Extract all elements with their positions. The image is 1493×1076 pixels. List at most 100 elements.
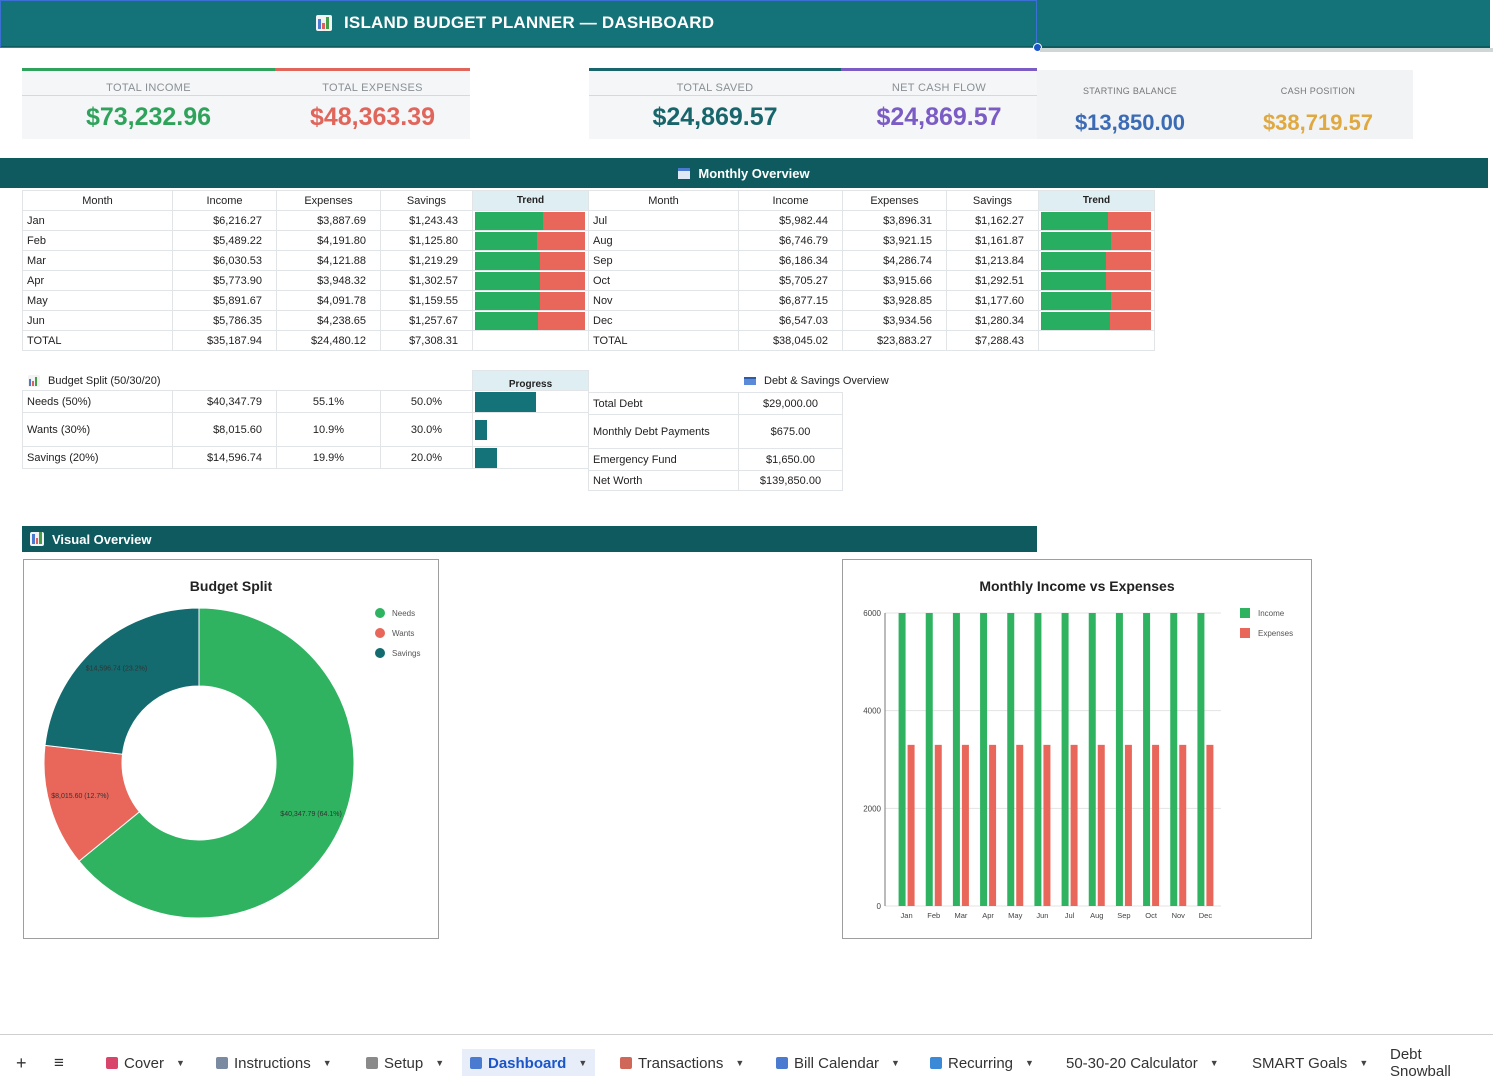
bar-income-sep[interactable]: [1115, 613, 1123, 906]
savings-cell[interactable]: $1,162.27: [946, 210, 1039, 231]
expenses-cell[interactable]: $4,121.88: [276, 250, 381, 271]
bar-income-jan[interactable]: [898, 613, 906, 906]
chevron-down-icon[interactable]: ▼: [322, 1058, 332, 1068]
expenses-cell[interactable]: $3,948.32: [276, 270, 381, 291]
trend-cell[interactable]: [1038, 230, 1155, 251]
expenses-cell[interactable]: $3,928.85: [842, 290, 947, 311]
target-percent-cell[interactable]: 50.0%: [380, 390, 473, 413]
target-percent-cell[interactable]: 20.0%: [380, 446, 473, 469]
sheet-tab-setup[interactable]: Setup ▼: [358, 1049, 452, 1076]
savings-cell[interactable]: $1,177.60: [946, 290, 1039, 311]
income-cell[interactable]: $6,746.79: [738, 230, 843, 251]
month-cell[interactable]: Aug: [588, 230, 739, 251]
savings-cell[interactable]: $1,292.51: [946, 270, 1039, 291]
bar-expenses-nov[interactable]: [1179, 744, 1187, 906]
sheet-tab-instructions[interactable]: Instructions ▼: [208, 1049, 340, 1076]
savings-cell[interactable]: $1,159.55: [380, 290, 473, 311]
sheet-tab-cover[interactable]: Cover ▼: [98, 1049, 193, 1076]
bar-expenses-apr[interactable]: [989, 744, 997, 906]
budget-split-chart[interactable]: Budget Split $40,347.79 (64.1%) $8,015.60…: [23, 559, 439, 939]
category-cell[interactable]: Savings (20%): [22, 446, 173, 469]
bar-income-aug[interactable]: [1088, 613, 1096, 906]
empty-cell[interactable]: [1038, 330, 1155, 351]
actual-percent-cell[interactable]: 19.9%: [276, 446, 381, 469]
trend-cell[interactable]: [1038, 310, 1155, 331]
total-label[interactable]: TOTAL: [22, 330, 173, 351]
total-income-cell[interactable]: $38,045.02: [738, 330, 843, 351]
savings-cell[interactable]: $1,243.43: [380, 210, 473, 231]
bar-expenses-dec[interactable]: [1206, 744, 1214, 906]
month-cell[interactable]: Oct: [588, 270, 739, 291]
savings-cell[interactable]: $1,257.67: [380, 310, 473, 331]
income-vs-expenses-chart[interactable]: Monthly Income vs Expenses 0 2000 4000 6000…: [842, 559, 1312, 939]
actual-percent-cell[interactable]: 55.1%: [276, 390, 381, 413]
expenses-cell[interactable]: $4,286.74: [842, 250, 947, 271]
bar-expenses-oct[interactable]: [1152, 744, 1160, 906]
chevron-down-icon[interactable]: ▼: [1359, 1058, 1369, 1068]
debt-label-cell[interactable]: Total Debt: [588, 392, 739, 415]
progress-cell[interactable]: [472, 412, 589, 447]
sheet-tab-bill-calendar[interactable]: Bill Calendar ▼: [768, 1049, 908, 1076]
bar-income-oct[interactable]: [1143, 613, 1151, 906]
month-cell[interactable]: Jan: [22, 210, 173, 231]
empty-cell[interactable]: [277, 371, 381, 391]
expenses-cell[interactable]: $4,091.78: [276, 290, 381, 311]
trend-cell[interactable]: [1038, 250, 1155, 271]
bar-income-jul[interactable]: [1061, 613, 1069, 906]
chevron-down-icon[interactable]: ▼: [578, 1058, 588, 1068]
income-cell[interactable]: $6,030.53: [172, 250, 277, 271]
total-savings-cell[interactable]: $7,308.31: [380, 330, 473, 351]
total-expenses-cell[interactable]: $23,883.27: [842, 330, 947, 351]
trend-cell[interactable]: [472, 290, 589, 311]
slice-savings[interactable]: [44, 607, 200, 755]
bar-income-feb[interactable]: [925, 613, 933, 906]
month-cell[interactable]: Mar: [22, 250, 173, 271]
trend-cell[interactable]: [1038, 210, 1155, 231]
sheet-tab-transactions[interactable]: Transactions ▼: [612, 1049, 752, 1076]
trend-cell[interactable]: [1038, 270, 1155, 291]
expenses-cell[interactable]: $3,887.69: [276, 210, 381, 231]
debt-value-cell[interactable]: $1,650.00: [738, 448, 843, 471]
total-savings-cell[interactable]: $7,288.43: [946, 330, 1039, 351]
month-cell[interactable]: Apr: [22, 270, 173, 291]
all-sheets-menu-icon[interactable]: ≡: [54, 1053, 64, 1072]
expenses-cell[interactable]: $3,915.66: [842, 270, 947, 291]
sheet-tab-dashboard[interactable]: Dashboard ▼: [462, 1049, 596, 1076]
expenses-cell[interactable]: $4,191.80: [276, 230, 381, 251]
income-cell[interactable]: $6,216.27: [172, 210, 277, 231]
empty-cell[interactable]: [381, 371, 473, 391]
total-expenses-cell[interactable]: $24,480.12: [276, 330, 381, 351]
savings-cell[interactable]: $1,161.87: [946, 230, 1039, 251]
month-cell[interactable]: Jul: [588, 210, 739, 231]
selection-handle[interactable]: [1033, 43, 1042, 52]
empty-cell[interactable]: [23, 371, 173, 391]
income-cell[interactable]: $6,877.15: [738, 290, 843, 311]
trend-cell[interactable]: [472, 250, 589, 271]
month-cell[interactable]: Dec: [588, 310, 739, 331]
target-percent-cell[interactable]: 30.0%: [380, 412, 473, 447]
chevron-down-icon[interactable]: ▼: [1025, 1058, 1034, 1068]
amount-cell[interactable]: $14,596.74: [172, 446, 277, 469]
bar-income-dec[interactable]: [1197, 613, 1205, 906]
chevron-down-icon[interactable]: ▼: [735, 1058, 745, 1068]
savings-cell[interactable]: $1,302.57: [380, 270, 473, 291]
sheet-tab-smart-goals[interactable]: SMART Goals ▼: [1244, 1049, 1376, 1076]
add-sheet-button[interactable]: +: [16, 1052, 27, 1073]
bar-expenses-jul[interactable]: [1070, 744, 1078, 906]
bar-expenses-aug[interactable]: [1097, 744, 1105, 906]
debt-value-cell[interactable]: $675.00: [738, 414, 843, 449]
expenses-cell[interactable]: $3,896.31: [842, 210, 947, 231]
empty-cell[interactable]: [173, 371, 277, 391]
chevron-down-icon[interactable]: ▼: [891, 1058, 900, 1068]
trend-cell[interactable]: [472, 210, 589, 231]
bar-expenses-sep[interactable]: [1124, 744, 1132, 906]
month-cell[interactable]: Sep: [588, 250, 739, 271]
bar-expenses-mar[interactable]: [961, 744, 969, 906]
bar-expenses-feb[interactable]: [934, 744, 942, 906]
total-label[interactable]: TOTAL: [588, 330, 739, 351]
bar-expenses-jan[interactable]: [907, 744, 915, 906]
bar-income-nov[interactable]: [1170, 613, 1178, 906]
savings-cell[interactable]: $1,219.29: [380, 250, 473, 271]
trend-cell[interactable]: [1038, 290, 1155, 311]
trend-cell[interactable]: [472, 230, 589, 251]
